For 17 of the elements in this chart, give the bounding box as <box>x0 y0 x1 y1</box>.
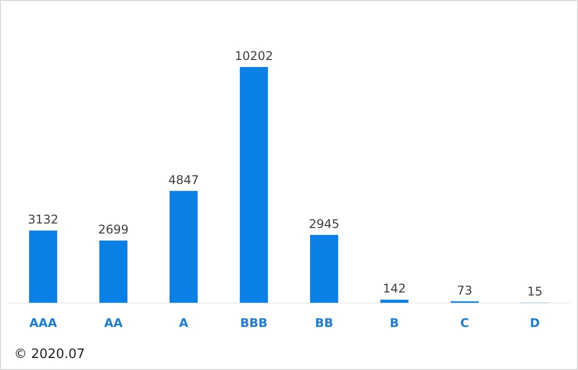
data-label: 142 <box>382 282 406 296</box>
data-label: 4847 <box>168 172 199 187</box>
data-label: 2699 <box>98 222 129 237</box>
data-label: 2945 <box>308 216 340 231</box>
data-label: 10202 <box>234 49 273 63</box>
data-label: 15 <box>527 284 543 299</box>
data-label: 73 <box>456 283 472 298</box>
x-tick-label: D <box>530 316 540 330</box>
x-tick-label: BB <box>314 316 334 330</box>
x-tick-label: C <box>460 316 470 330</box>
x-tick-label: BBB <box>240 316 268 330</box>
data-label: 3132 <box>28 212 58 227</box>
x-tick-label: B <box>390 316 399 330</box>
x-tick-label: A <box>178 316 189 330</box>
text: © 2020.07 <box>14 347 85 362</box>
x-tick-label: AAA <box>29 316 58 330</box>
x-tick-label: AA <box>104 316 124 330</box>
